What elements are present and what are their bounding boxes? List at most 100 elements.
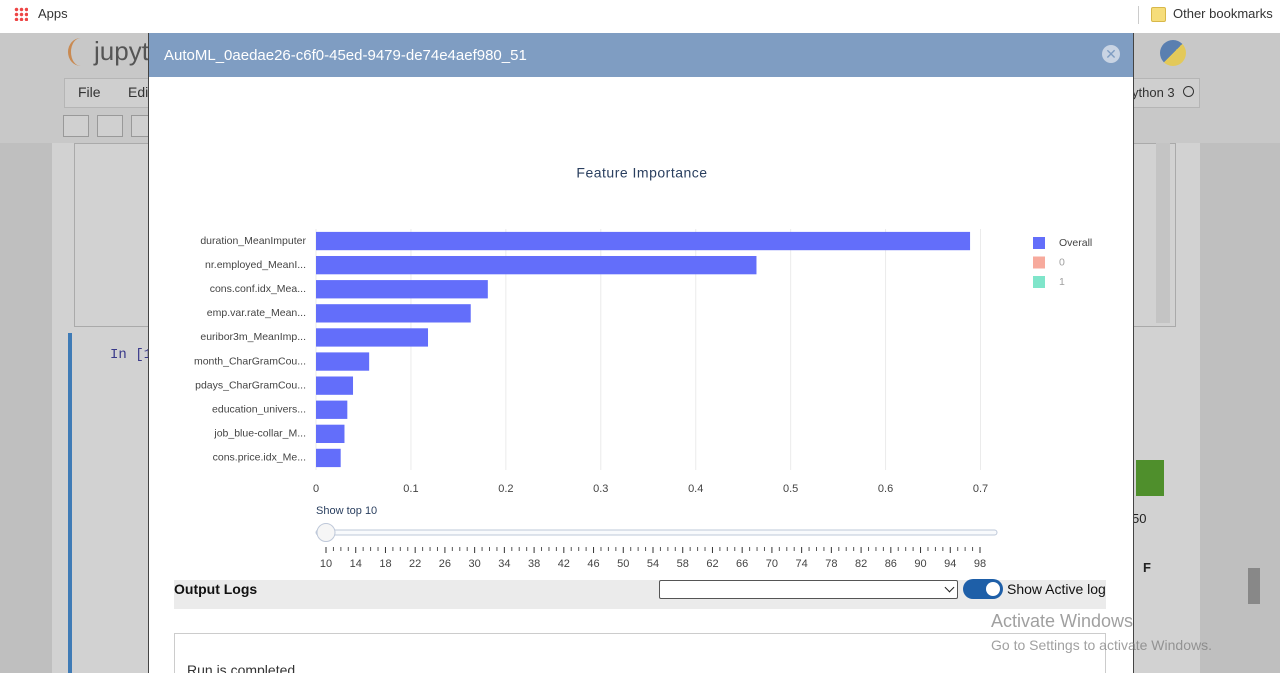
slider-tick-label: 14 — [350, 558, 362, 570]
slider-tick-label: 22 — [409, 558, 421, 570]
slider-tick-label: 18 — [379, 558, 391, 570]
bar — [316, 424, 345, 444]
bookmarks-link[interactable]: Other bookmarks — [1173, 6, 1273, 21]
legend-swatch — [1033, 276, 1045, 288]
cell-prompt: In [1 — [110, 347, 153, 363]
apps-link[interactable]: Apps — [38, 6, 68, 21]
side-widget — [1136, 460, 1164, 496]
slider-tick-label: 10 — [320, 558, 332, 570]
bar — [316, 352, 370, 371]
x-tick-label: 0.1 — [403, 483, 418, 495]
kernel-status — [1183, 86, 1194, 97]
slider-tick-label: 42 — [558, 558, 570, 570]
slider-tick-label: 54 — [647, 558, 659, 570]
bar — [316, 448, 341, 468]
y-tick-label: emp.var.rate_Mean... — [207, 307, 306, 319]
slider-tick-label: 70 — [766, 558, 778, 570]
x-tick-label: 0.5 — [783, 483, 798, 495]
slider-tick-label: 62 — [706, 558, 718, 570]
active-log-toggle[interactable] — [963, 579, 1003, 599]
modal-title: AutoML_0aedae26-c6f0-45ed-9479-de74e4aef… — [164, 47, 527, 64]
bar — [316, 328, 429, 347]
toggle-knob — [986, 582, 1000, 596]
save-button[interactable] — [63, 115, 89, 137]
slider-tick-label: 94 — [944, 558, 956, 570]
slider-label: Show top 10 — [316, 505, 377, 517]
folder-icon — [1151, 7, 1166, 22]
x-tick-label: 0.2 — [498, 483, 513, 495]
x-tick-label: 0.6 — [878, 483, 893, 495]
slider-tick-label: 98 — [974, 558, 986, 570]
slider-tick-label: 38 — [528, 558, 540, 570]
kernel-name: ython 3 — [1132, 85, 1175, 100]
apps-icon[interactable] — [14, 7, 28, 21]
logs-title: Output Logs — [174, 581, 258, 597]
chart-title: Feature Importance — [576, 165, 707, 181]
watermark-title: Activate Windows — [991, 611, 1134, 631]
legend-label: Overall — [1059, 237, 1092, 249]
legend-swatch — [1033, 237, 1045, 249]
bookmarks-bar: Apps Other bookmarks — [0, 0, 1280, 34]
x-tick-label: 0 — [313, 483, 319, 495]
add-button[interactable] — [97, 115, 123, 137]
slider-tick-label: 82 — [855, 558, 867, 570]
toggle-label: Show Active log — [1007, 581, 1106, 597]
x-tick-label: 0.3 — [593, 483, 608, 495]
bar — [316, 231, 971, 251]
bar — [316, 400, 348, 419]
slider-tick-label: 78 — [825, 558, 837, 570]
y-tick-label: cons.conf.idx_Mea... — [210, 283, 306, 295]
cell-marker — [68, 333, 72, 673]
slider-value: 10 — [365, 505, 377, 517]
close-button[interactable]: ✕ — [1102, 45, 1120, 63]
log-message: Run is completed. — [187, 662, 300, 673]
page-scrollbar-thumb[interactable] — [1248, 568, 1260, 604]
y-tick-label: education_univers... — [212, 404, 306, 416]
slider-track — [315, 529, 998, 536]
y-tick-label: pdays_CharGramCou... — [195, 379, 306, 391]
slider-tick-label: 58 — [677, 558, 689, 570]
slider-tick-label: 66 — [736, 558, 748, 570]
select-arrow — [944, 582, 955, 593]
menu-bar — [64, 78, 150, 108]
y-tick-label: cons.price.idx_Me... — [213, 452, 306, 464]
inner-scrollbar[interactable] — [1156, 143, 1170, 323]
bar — [316, 255, 757, 275]
side-letter: F — [1143, 560, 1151, 575]
y-tick-label: month_CharGramCou... — [194, 355, 306, 367]
y-tick-label: euribor3m_MeanImp... — [200, 331, 306, 343]
slider-tick-label: 50 — [617, 558, 629, 570]
slider-tick-label: 26 — [439, 558, 451, 570]
menu-item[interactable]: File — [78, 84, 101, 100]
bar — [316, 304, 471, 323]
separator — [1138, 6, 1139, 24]
slider-tick-label: 30 — [469, 558, 481, 570]
chart: Feature Importance Show top 10 0 0.1 0.2 0.… — [194, 165, 1092, 570]
slider-tick-label: 46 — [587, 558, 599, 570]
slider-handle[interactable] — [316, 523, 336, 542]
slider-tick-label: 90 — [914, 558, 926, 570]
modal: AutoML_0aedae26-c6f0-45ed-9479-de74e4aef… — [148, 33, 1134, 673]
legend-swatch — [1033, 256, 1045, 269]
legend-label: 1 — [1059, 276, 1065, 288]
side-label: 50 — [1132, 511, 1147, 526]
python-logo — [1160, 40, 1186, 66]
log-select[interactable] — [659, 580, 958, 599]
slider-label-text: Show top — [316, 505, 362, 517]
x-tick-label: 0.4 — [688, 483, 703, 495]
x-tick-label: 0.7 — [973, 483, 988, 495]
y-tick-label: duration_MeanImputer — [200, 235, 306, 247]
y-tick-label: nr.employed_MeanI... — [205, 259, 306, 271]
jupyter-logo — [68, 38, 93, 66]
modal-header: AutoML_0aedae26-c6f0-45ed-9479-de74e4aef… — [149, 33, 1133, 77]
bar — [316, 376, 354, 395]
menu-item[interactable]: Edi — [128, 84, 149, 100]
watermark-subtitle: Go to Settings to activate Windows. — [991, 637, 1212, 653]
log-box: Run is completed. — [174, 633, 1106, 673]
slider-tick-label: 74 — [796, 558, 808, 570]
legend-label: 0 — [1059, 256, 1065, 268]
slider-tick-label: 34 — [498, 558, 510, 570]
jupyter-wordmark: jupyt — [94, 36, 149, 66]
slider-tick-label: 86 — [885, 558, 897, 570]
